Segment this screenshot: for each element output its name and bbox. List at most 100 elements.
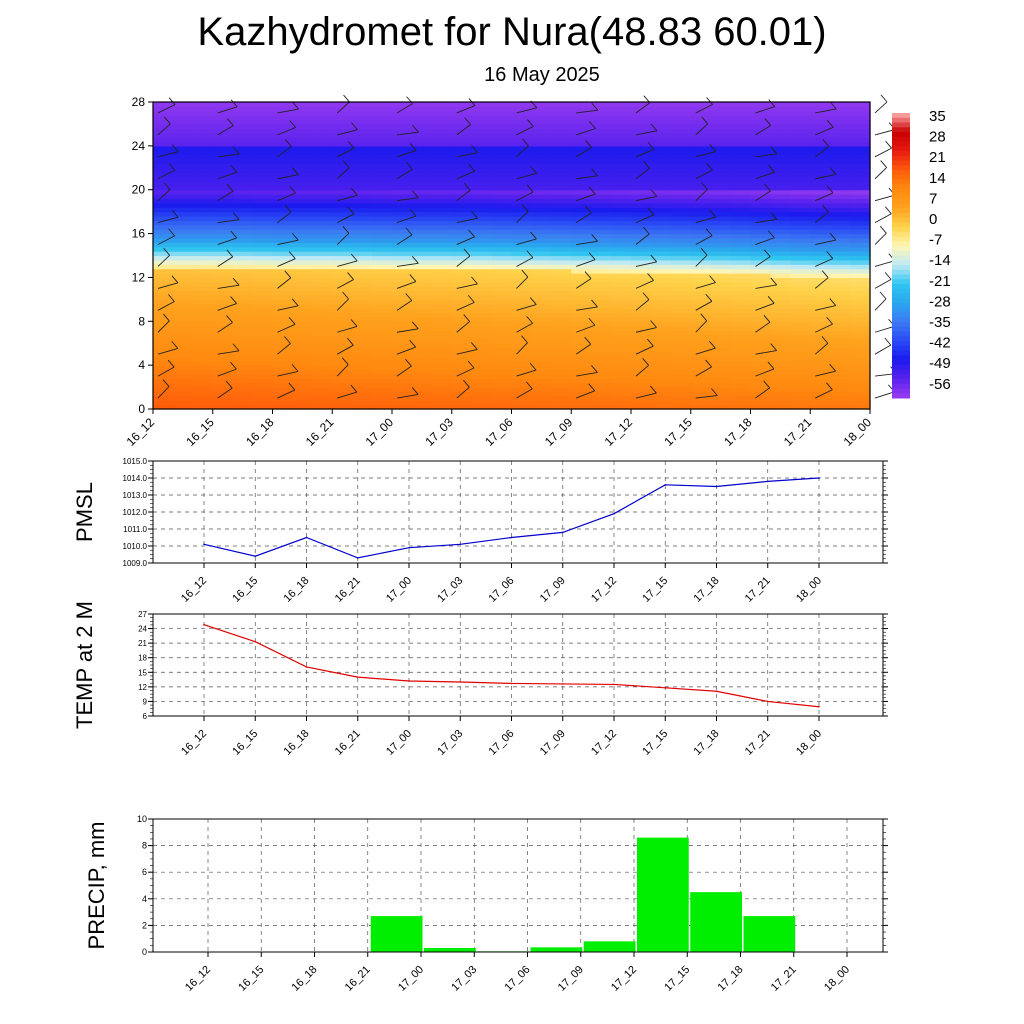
heatmap-cell xyxy=(352,110,373,116)
heatmap-cell xyxy=(272,154,294,160)
wind-barb xyxy=(874,129,896,136)
heatmap-cell xyxy=(372,150,393,156)
heatmap-cell xyxy=(531,303,552,309)
heatmap-cell xyxy=(192,373,214,379)
heatmap-cell xyxy=(372,255,393,261)
heatmap-cell xyxy=(790,211,811,217)
heatmap-cell xyxy=(312,273,333,279)
heatmap-cell xyxy=(730,115,752,121)
x-tick-label: 17_09 xyxy=(542,415,576,449)
x-tick-label: 16_15 xyxy=(230,575,260,605)
heatmap-cell xyxy=(531,159,552,164)
heatmap-cell xyxy=(531,233,552,239)
heatmap-cell xyxy=(571,343,592,349)
heatmap-cell xyxy=(272,189,294,195)
wind-barb-flag xyxy=(463,248,471,257)
heatmap-cell xyxy=(411,123,433,129)
heatmap-cell xyxy=(172,387,194,393)
heatmap-cell xyxy=(710,387,732,393)
heatmap-cell xyxy=(611,150,632,156)
heatmap-cell xyxy=(471,395,493,401)
heatmap-cell xyxy=(272,167,294,173)
heatmap-cell xyxy=(172,132,194,138)
wind-barb xyxy=(217,303,237,311)
heatmap-cell xyxy=(810,110,831,116)
heatmap-cell xyxy=(770,154,791,160)
heatmap-cell xyxy=(352,303,373,309)
heatmap-cell xyxy=(511,159,533,164)
wind-barb xyxy=(217,284,240,289)
heatmap-cell xyxy=(451,119,473,125)
heatmap-cell xyxy=(770,251,791,257)
heatmap-cell xyxy=(332,128,353,134)
wind-barb-flag xyxy=(284,336,291,344)
heatmap-cell xyxy=(670,137,692,143)
heatmap-cell xyxy=(252,299,274,305)
heatmap-cell xyxy=(631,207,652,213)
colorbar-segment xyxy=(892,379,910,385)
heatmap-cell xyxy=(730,185,752,191)
heatmap-cell xyxy=(451,185,473,191)
heatmap-cell xyxy=(312,106,333,112)
heatmap-cell xyxy=(232,356,254,362)
wind-barb-flag xyxy=(826,251,834,259)
heatmap-cell xyxy=(372,395,393,401)
heatmap-cell xyxy=(332,172,353,178)
wind-barb-flag xyxy=(168,294,175,302)
heatmap-cell xyxy=(153,382,174,388)
heatmap-cell xyxy=(172,102,194,107)
heatmap-cell xyxy=(312,132,333,138)
heatmap-cell xyxy=(372,330,393,336)
heatmap-cell xyxy=(511,290,533,296)
heatmap-cell xyxy=(670,356,692,362)
heatmap-cell xyxy=(591,150,612,156)
heatmap-cell xyxy=(710,242,732,248)
colorbar-segment xyxy=(892,293,910,299)
heatmap-cell xyxy=(611,277,632,283)
heatmap-cell xyxy=(850,391,871,397)
heatmap-cell xyxy=(790,360,811,366)
heatmap-cell xyxy=(411,119,433,125)
wind-barb-flag xyxy=(350,253,358,262)
heatmap-cell xyxy=(770,334,791,340)
heatmap-cell xyxy=(511,189,533,195)
wind-barb xyxy=(695,320,708,333)
heatmap-cell xyxy=(252,233,274,239)
heatmap-cell xyxy=(312,334,333,340)
heatmap-cell xyxy=(451,198,473,204)
heatmap-cell xyxy=(650,277,672,283)
heatmap-cell xyxy=(710,237,732,243)
heatmap-cell xyxy=(631,360,652,366)
heatmap-cell xyxy=(631,115,652,121)
wind-barb xyxy=(635,102,651,114)
wind-barb-flag xyxy=(885,206,892,215)
heatmap-cell xyxy=(372,246,393,252)
heatmap-cell xyxy=(232,102,254,107)
wind-barb-flag xyxy=(880,94,888,103)
colorbar-label: -42 xyxy=(929,335,951,352)
heatmap-cell xyxy=(153,224,174,230)
heatmap-cell xyxy=(551,106,572,112)
heatmap-cell xyxy=(631,194,652,200)
heatmap-cell xyxy=(690,154,712,160)
heatmap-cell xyxy=(431,150,453,156)
heatmap-cell xyxy=(232,312,254,318)
colorbar-label: -21 xyxy=(929,273,951,290)
heatmap-cell xyxy=(332,312,353,318)
heatmap-cell xyxy=(252,207,274,213)
heatmap-cell xyxy=(650,242,672,248)
heatmap-cell xyxy=(710,128,732,134)
wind-barb xyxy=(755,368,775,377)
heatmap-cell xyxy=(312,264,333,270)
heatmap-cell xyxy=(491,224,513,230)
heatmap-cell xyxy=(153,321,174,327)
heatmap-cell xyxy=(790,145,811,151)
heatmap-cell xyxy=(850,264,871,270)
heatmap-cell xyxy=(710,233,732,239)
heatmap-cell xyxy=(750,141,772,147)
heatmap-cell xyxy=(750,237,772,243)
heatmap-cell xyxy=(850,325,871,331)
colorbar-segment xyxy=(892,127,910,133)
heatmap-cell xyxy=(431,281,453,287)
heatmap-cell xyxy=(192,290,214,296)
